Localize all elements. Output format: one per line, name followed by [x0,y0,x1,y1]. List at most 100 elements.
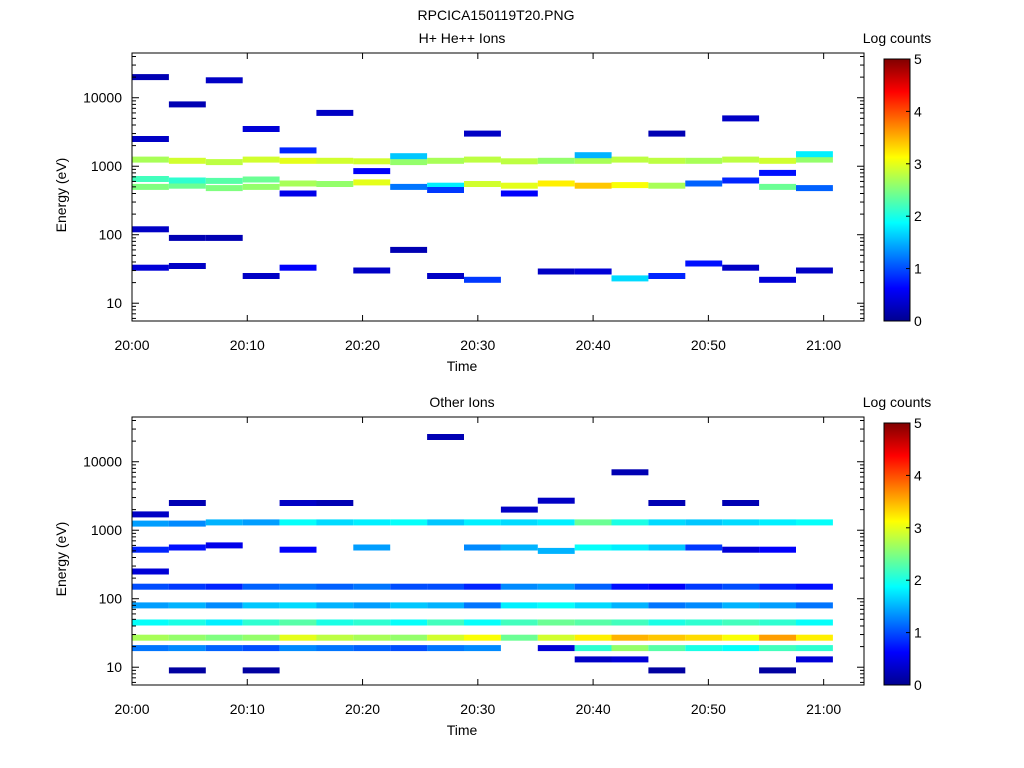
p0-cell-55 [574,157,612,164]
p0-cell-48 [500,158,538,165]
p1-cell-61 [427,634,464,641]
p1-cell-96 [574,519,612,526]
p0-cell-65 [685,180,723,187]
p0-y-axis-label: Energy (eV) [53,158,69,233]
p0-cell-61 [648,182,686,189]
p0-cell-36 [390,183,428,190]
p1-cell-85 [537,583,575,590]
p1-cell-120 [685,544,723,551]
p1-cell-41 [316,634,354,641]
p1-cell-126 [722,583,760,590]
p0-cell-50 [537,268,575,275]
p1-cell-35 [279,602,317,609]
p0-cell-27 [279,147,317,154]
p0-cell-9 [168,182,206,189]
p0-cell-51 [537,180,575,187]
p0-cell-39 [427,273,464,279]
p1-colorbar-tick-label-5: 5 [914,415,922,431]
p0-cell-2 [132,183,169,190]
p0-cell-15 [205,177,243,184]
p1-colorbar-tick-label-4: 4 [914,467,922,483]
p1-cell-16 [168,520,206,527]
p0-cell-7 [168,263,206,269]
p1-cell-136 [759,546,796,553]
p1-cell-143 [796,583,833,590]
p1-y-tick-label-2: 1000 [91,522,122,538]
p1-cell-115 [685,645,723,652]
p0-cell-54 [574,182,612,189]
p1-cell-113 [648,519,686,526]
p0-cell-75 [796,267,833,274]
p1-cell-72 [464,544,501,551]
p1-cell-18 [205,645,243,652]
p1-cell-26 [242,645,280,652]
p1-cell-102 [611,583,649,590]
p0-y-tick-label-1: 100 [99,227,123,243]
p1-cell-56 [390,619,428,626]
p1-cell-97 [611,656,649,663]
p1-cell-141 [796,619,833,626]
p0-cell-35 [390,246,428,253]
p1-cell-33 [279,634,317,641]
p1-cell-114 [648,500,686,506]
p1-y-tick-label-0: 10 [106,659,122,675]
p0-colorbar [883,58,911,322]
p0-cell-53 [574,268,612,275]
p1-cell-27 [242,634,280,641]
p0-cell-17 [205,77,243,84]
p1-cell-32 [279,645,317,652]
p1-cell-10 [168,645,206,652]
p1-cell-36 [279,583,317,590]
p0-cell-64 [685,260,723,267]
p0-cell-33 [353,158,391,165]
p1-cells [132,434,833,674]
p1-x-tick-label-5: 20:50 [691,701,726,717]
p0-cell-42 [427,187,464,193]
p1-cell-94 [574,583,612,590]
p1-cell-124 [722,619,760,626]
p1-cell-100 [611,619,649,626]
p1-cell-83 [537,619,575,626]
p1-cell-144 [796,519,833,526]
p0-cell-4 [132,156,169,163]
p0-cell-46 [464,130,501,137]
p0-cell-31 [353,267,391,274]
p0-cell-72 [759,183,796,190]
p0-y-tick-label-2: 1000 [91,158,122,174]
p1-y-axis-label: Energy (eV) [53,522,69,597]
p1-cell-25 [242,667,280,674]
p0-x-axis-label: Time [447,358,478,374]
p0-cell-24 [279,190,317,197]
p1-cell-11 [168,634,206,641]
p1-cell-132 [759,634,796,641]
p0-cell-18 [242,273,280,279]
p0-cell-16 [205,159,243,166]
panel-h-he-ions: 20:00 20:10 20:20 20:30 20:40 20:50 21:0010100… [53,30,931,374]
p0-cell-6 [132,74,169,81]
p0-cell-11 [168,157,206,164]
p1-cell-42 [316,619,354,626]
p1-cell-53 [353,519,391,526]
p1-cell-55 [390,634,428,641]
p0-cell-73 [759,157,796,164]
p0-cell-38 [390,153,428,160]
p1-cell-130 [759,667,796,674]
p1-cell-43 [316,602,354,609]
p1-cell-17 [168,500,206,506]
p1-cell-6 [132,546,169,553]
p0-x-tick-label-1: 20:10 [230,337,265,353]
p1-cell-138 [796,656,833,663]
p1-x-tick-label-1: 20:10 [230,701,265,717]
p0-y-tick-label-0: 10 [106,295,122,311]
p1-cell-84 [537,602,575,609]
p0-colorbar-tick-label-5: 5 [914,51,922,67]
p0-cell-68 [722,177,760,184]
p1-cell-0 [132,645,169,652]
p0-y-tick-label-3: 10000 [83,90,122,106]
p0-cell-25 [279,180,317,187]
p0-x-tick-label-3: 20:30 [460,337,495,353]
p1-cell-104 [611,519,649,526]
p1-cell-99 [611,634,649,641]
p1-cell-91 [574,634,612,641]
